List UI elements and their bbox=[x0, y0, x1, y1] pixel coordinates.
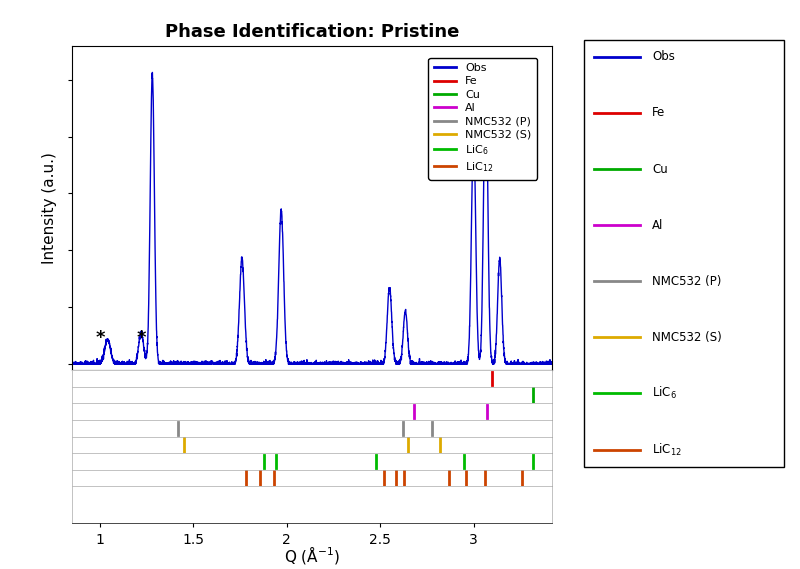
Legend: Obs, Fe, Cu, Al, NMC532 (P), NMC532 (S), LiC$_6$, LiC$_{12}$: Obs, Fe, Cu, Al, NMC532 (P), NMC532 (S),… bbox=[428, 57, 537, 180]
Text: *: * bbox=[95, 329, 105, 347]
Text: NMC532 (P): NMC532 (P) bbox=[652, 275, 722, 288]
Text: LiC$_6$: LiC$_6$ bbox=[652, 385, 677, 402]
Title: Phase Identification: Pristine: Phase Identification: Pristine bbox=[165, 23, 459, 41]
Text: *: * bbox=[136, 329, 146, 347]
Text: Obs: Obs bbox=[652, 51, 675, 63]
Text: Q ($\mathrm{\AA}^{-1}$): Q ($\mathrm{\AA}^{-1}$) bbox=[284, 544, 340, 566]
Text: Cu: Cu bbox=[652, 163, 668, 176]
Text: Fe: Fe bbox=[652, 106, 666, 119]
Y-axis label: Intensity (a.u.): Intensity (a.u.) bbox=[42, 152, 58, 263]
Text: NMC532 (S): NMC532 (S) bbox=[652, 331, 722, 344]
Text: LiC$_{12}$: LiC$_{12}$ bbox=[652, 442, 682, 457]
Text: Al: Al bbox=[652, 218, 663, 232]
